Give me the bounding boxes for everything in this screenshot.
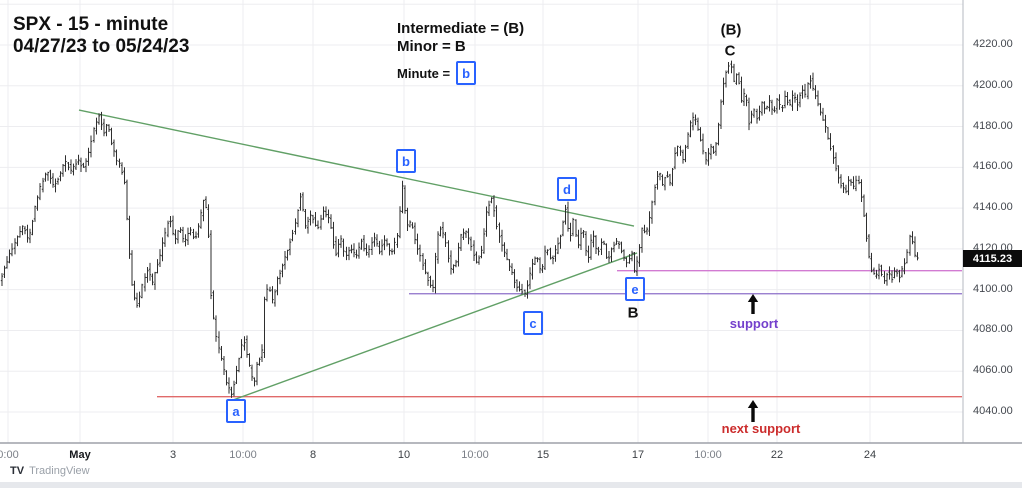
wave-label-minor-C[interactable]: C [724,42,736,60]
chart-date-range: 04/27/23 to 05/24/23 [13,36,190,57]
price-bars [0,60,919,398]
wave-degree-legend[interactable]: Intermediate = (B) Minor = B Minute = b [397,20,524,85]
time-tick-label: 24 [863,449,877,461]
triangle-upper-trendline [78,109,635,227]
legend-minor: Minor = B [397,38,466,55]
legend-minute: Minute = b [397,61,524,85]
price-tick-label: 4140.00 [973,201,1013,214]
time-tick-label: 10:00 [229,449,257,461]
wave-label-minor-B[interactable]: B [627,304,639,322]
time-tick-label: 15 [536,449,550,461]
time-tick-label: 22 [770,449,784,461]
price-tick-label: 4100.00 [973,282,1013,295]
bottom-toolbar-strip [0,482,1022,488]
price-tick-label: 4200.00 [973,78,1013,91]
triangle-lower-trendline [232,252,638,401]
tradingview-brand: TradingView [29,465,90,477]
time-tick-label: 3 [169,449,177,461]
wave-label-minute-d[interactable]: d [557,177,577,201]
price-tick-label: 4080.00 [973,323,1013,336]
next-support-note[interactable]: next support [721,421,801,436]
chart-title-block[interactable]: SPX - 15 - minute 04/27/23 to 05/24/23 [13,14,189,58]
tradingview-logo-icon: TV [10,465,25,477]
wave-label-minute-b-box: b [396,149,416,173]
wave-label-minute-b[interactable]: b [396,149,416,173]
time-tick-label: May [69,449,91,461]
support-note[interactable]: support [729,316,779,331]
wave-label-minute-d-box: d [557,177,577,201]
wave-label-minute-e-box: e [625,277,645,301]
tradingview-attribution[interactable]: TV TradingView [10,465,90,477]
next-support-arrow [747,400,759,422]
price-tick-label: 4040.00 [973,405,1013,417]
time-tick-label: 10:00 [461,449,489,461]
wave-label-minute-c[interactable]: c [523,311,543,335]
wave-label-minute-a-box: a [226,399,246,423]
chart-title: SPX - 15 - minute [13,14,169,35]
time-tick-label: 17 [631,449,645,461]
legend-minute-text: Minute = [397,65,451,81]
time-tick-label: 8 [309,449,317,461]
last-price-badge: 4115.23 [963,250,1022,268]
price-tick-label: 4060.00 [973,364,1013,377]
wave-label-minute-a[interactable]: a [226,399,246,423]
time-tick-label: 0:00 [0,449,19,461]
price-tick-label: 4160.00 [973,160,1013,173]
price-tick-label: 4220.00 [973,38,1013,50]
support-arrow [747,294,759,314]
time-tick-label: 10:00 [694,449,722,461]
time-tick-label: 10 [397,449,411,461]
price-tick-label: 4180.00 [973,119,1013,132]
wave-label-minute-c-box: c [523,311,543,335]
wave-label-minute-e[interactable]: e [625,277,645,301]
wave-label-intermediate-B[interactable]: (B) [720,21,742,39]
legend-minute-wavebox: b [456,61,477,85]
legend-intermediate: Intermediate = (B) [397,20,525,37]
